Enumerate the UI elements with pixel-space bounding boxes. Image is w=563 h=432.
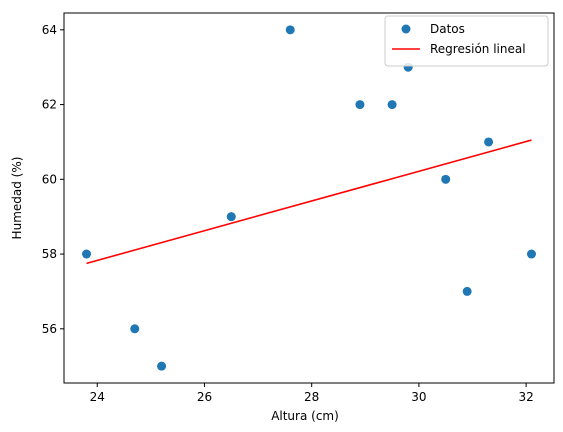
data-point	[441, 174, 451, 184]
x-tick-label: 30	[411, 390, 426, 404]
legend-marker-datos	[401, 24, 411, 34]
data-point	[130, 324, 140, 334]
legend: Datos Regresión lineal	[384, 15, 549, 67]
data-point	[526, 249, 536, 259]
data-points	[82, 25, 536, 371]
regression-line-layer	[86, 139, 532, 265]
data-point	[285, 25, 295, 35]
legend-label-datos: Datos	[430, 22, 465, 36]
regression-line	[86, 139, 532, 265]
data-point	[355, 100, 365, 110]
legend-label-regresion: Regresión lineal	[430, 42, 526, 56]
data-point	[157, 361, 167, 371]
y-tick-label: 60	[42, 172, 57, 186]
y-tick-label: 58	[42, 247, 57, 261]
y-tick-label: 56	[42, 322, 57, 336]
legend-box	[384, 15, 549, 67]
x-axis-label: Altura (cm)	[271, 409, 339, 423]
data-point	[387, 100, 397, 110]
data-point	[226, 212, 236, 222]
x-tick-label: 32	[518, 390, 533, 404]
y-tick-label: 64	[42, 23, 57, 37]
data-point	[82, 249, 92, 259]
x-tick-label: 24	[90, 390, 105, 404]
x-axis-ticks: 24 26 28 30 32	[90, 383, 534, 404]
data-point	[484, 137, 494, 147]
x-tick-label: 26	[197, 390, 212, 404]
axes-frame	[63, 12, 555, 384]
x-tick-label: 28	[304, 390, 319, 404]
data-point	[462, 286, 472, 296]
y-axis-label: Humedad (%)	[10, 157, 24, 240]
y-axis-ticks: 56 58 60 62 64	[42, 23, 64, 336]
y-tick-label: 62	[42, 98, 57, 112]
